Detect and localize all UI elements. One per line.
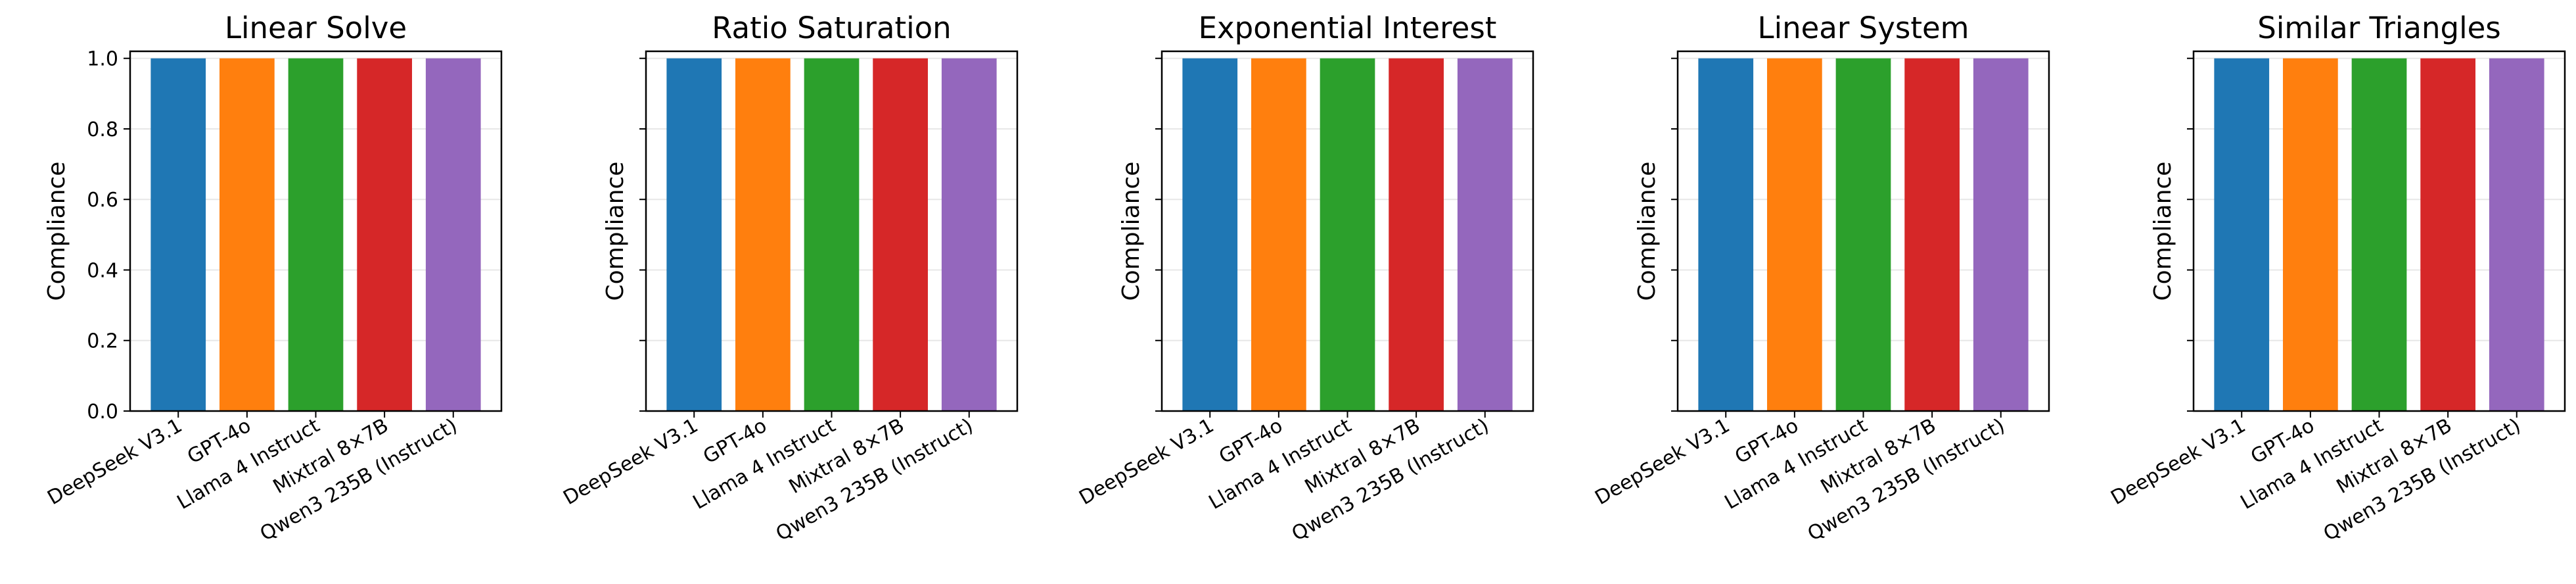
y-tick-label: 1.0 — [87, 48, 118, 71]
bar-mixtral-8-7b — [1389, 58, 1444, 412]
bar-llama-4-instruct — [1320, 58, 1375, 412]
y-axis-label: Compliance — [602, 162, 629, 301]
x-tick-label: DeepSeek V3.1 — [2107, 414, 2249, 510]
bar-qwen3-235b-instruct- — [2489, 58, 2544, 412]
axes-frame — [1161, 50, 1534, 412]
chart-title: Ratio Saturation — [712, 11, 951, 45]
bar-deepseek-v3-1 — [666, 58, 722, 412]
y-axis-label: Compliance — [1634, 162, 1661, 301]
bar-deepseek-v3-1 — [1698, 58, 1754, 412]
bar-gpt-4o — [1251, 58, 1306, 412]
x-tick-label: DeepSeek V3.1 — [1591, 414, 1734, 510]
chart-title: Exponential Interest — [1199, 11, 1497, 45]
bar-qwen3-235b-instruct- — [1973, 58, 2029, 412]
bar-deepseek-v3-1 — [2214, 58, 2270, 412]
axes-frame — [1676, 50, 2050, 412]
bar-llama-4-instruct — [288, 58, 344, 412]
y-tick-label: 0.6 — [87, 189, 118, 212]
bar-mixtral-8-7b — [2420, 58, 2475, 412]
y-tick-label: 0.2 — [87, 330, 118, 353]
bar-mixtral-8-7b — [357, 58, 412, 412]
y-axis-label: Compliance — [2150, 162, 2176, 301]
bar-qwen3-235b-instruct- — [941, 58, 997, 412]
bar-gpt-4o — [735, 58, 791, 412]
y-tick-label: 0.8 — [87, 118, 118, 141]
chart-title: Linear System — [1758, 11, 1969, 45]
axes-frame — [129, 50, 503, 412]
x-tick-label: DeepSeek V3.1 — [43, 414, 186, 510]
axes-frame — [645, 50, 1019, 412]
bar-mixtral-8-7b — [873, 58, 928, 412]
bar-gpt-4o — [2283, 58, 2338, 412]
bar-llama-4-instruct — [804, 58, 860, 412]
x-tick-label: DeepSeek V3.1 — [559, 414, 702, 510]
bar-gpt-4o — [219, 58, 275, 412]
bar-deepseek-v3-1 — [1182, 58, 1238, 412]
y-axis-label: Compliance — [1118, 162, 1145, 301]
y-tick-label: 0.0 — [87, 401, 118, 424]
chart-title: Similar Triangles — [2257, 11, 2500, 45]
bar-mixtral-8-7b — [1904, 58, 1960, 412]
bar-qwen3-235b-instruct- — [1457, 58, 1513, 412]
y-axis-label: Compliance — [43, 162, 70, 301]
axes-frame — [2192, 50, 2566, 412]
y-tick-label: 0.4 — [87, 259, 118, 282]
bar-qwen3-235b-instruct- — [425, 58, 481, 412]
bar-deepseek-v3-1 — [150, 58, 206, 412]
bar-gpt-4o — [1767, 58, 1822, 412]
x-tick-label: DeepSeek V3.1 — [1075, 414, 1218, 510]
bar-llama-4-instruct — [1835, 58, 1891, 412]
bar-llama-4-instruct — [2351, 58, 2407, 412]
chart-title: Linear Solve — [225, 11, 407, 45]
